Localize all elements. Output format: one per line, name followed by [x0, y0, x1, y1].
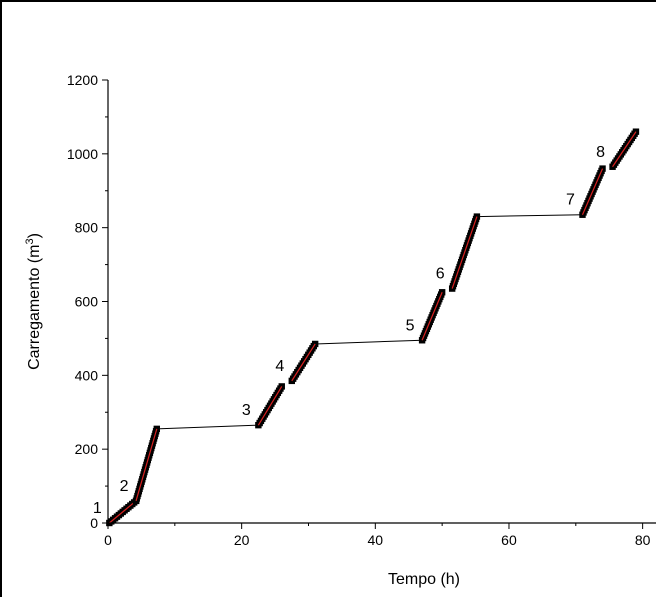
x-axis: 0 20 40 60 80: [104, 522, 656, 548]
segment-2: 2: [120, 425, 160, 505]
y-axis: 0 200 400 600 800 1000 1200: [67, 72, 109, 531]
fit-line: [421, 292, 443, 341]
y-axis-title-superscript: 3: [24, 238, 36, 244]
y-tick-label: 600: [75, 294, 99, 310]
segment-label: 1: [93, 500, 102, 517]
fit-line: [612, 131, 637, 168]
segment-label: 5: [406, 317, 415, 334]
y-tick-label: 200: [75, 441, 99, 457]
segment-label: 2: [120, 478, 129, 495]
fit-line: [451, 216, 478, 289]
data-point: [599, 165, 606, 172]
x-tick-label: 60: [501, 532, 517, 548]
y-tick-label: 0: [90, 515, 98, 531]
x-axis-title: Tempo (h): [388, 571, 460, 588]
segment-label: 7: [566, 192, 575, 209]
x-tick-label: 0: [104, 532, 112, 548]
x-tick-label: 80: [635, 532, 651, 548]
connector-line: [315, 339, 423, 345]
fit-line: [135, 428, 158, 502]
connector-line: [156, 424, 259, 430]
segment-6: 6: [436, 213, 481, 292]
data-point: [438, 289, 446, 296]
y-tick-label: 400: [75, 367, 99, 383]
segment-label: 6: [436, 266, 445, 283]
fit-line: [257, 386, 283, 426]
segment-1: 1: [93, 497, 140, 527]
segment-8: 8: [596, 128, 640, 170]
segment-5: 5: [406, 289, 446, 344]
connector-line: [476, 214, 583, 218]
plot-area: 1 2 3 4 5 6 7 8: [93, 128, 640, 527]
y-axis-title-base: Carregamento (m: [26, 245, 43, 370]
segment-7: 7: [566, 165, 606, 218]
data-point: [473, 213, 481, 220]
y-tick-label: 800: [75, 220, 99, 236]
x-tick-label: 20: [234, 532, 250, 548]
y-tick-label: 1200: [67, 72, 98, 88]
x-tick-label: 40: [368, 532, 384, 548]
segment-4: 4: [275, 340, 319, 385]
y-axis-title: Carregamento (m3): [24, 233, 43, 370]
fit-line: [581, 168, 604, 215]
y-axis-title-close: ): [26, 233, 43, 238]
segment-label: 3: [242, 402, 251, 419]
fit-line: [291, 343, 316, 382]
segment-3: 3: [242, 383, 285, 429]
segment-label: 8: [596, 144, 605, 161]
fit-line: [108, 500, 137, 524]
segment-label: 4: [275, 358, 284, 375]
y-tick-label: 1000: [67, 146, 98, 162]
